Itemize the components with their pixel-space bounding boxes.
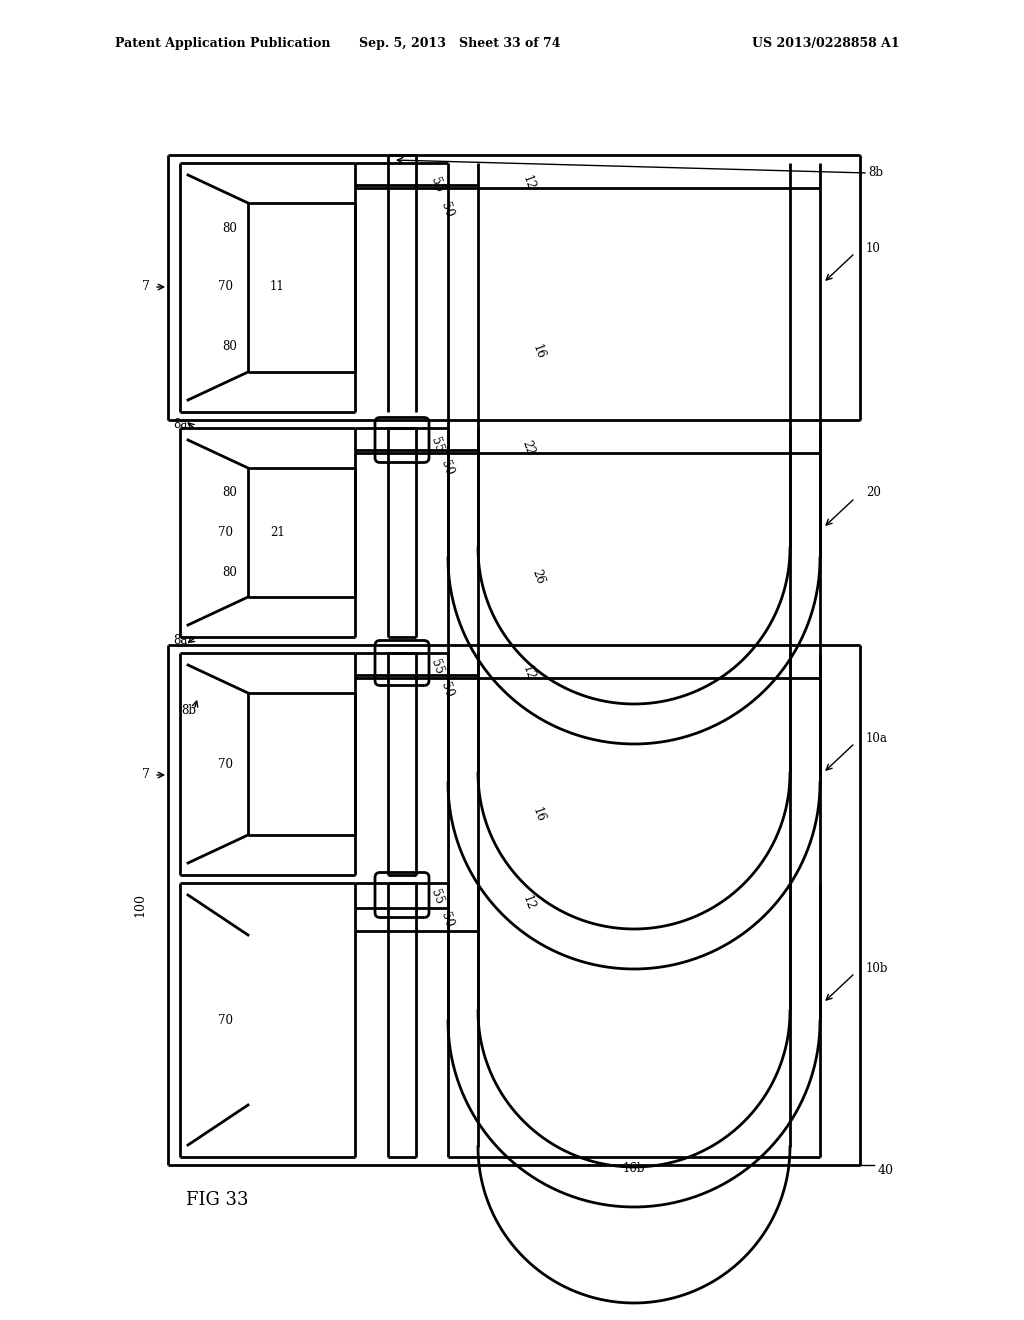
Text: 22: 22 (519, 438, 537, 457)
Text: 50: 50 (438, 681, 456, 700)
Text: 7: 7 (142, 281, 150, 293)
Text: 55: 55 (428, 436, 445, 454)
Text: 55: 55 (428, 176, 445, 194)
Text: 12: 12 (519, 174, 537, 193)
Text: 50: 50 (438, 911, 456, 929)
FancyBboxPatch shape (375, 417, 429, 462)
Text: 70: 70 (218, 525, 233, 539)
Text: 8a: 8a (173, 634, 187, 647)
FancyBboxPatch shape (375, 640, 429, 685)
Text: 100: 100 (133, 894, 146, 917)
Text: 80: 80 (222, 341, 237, 354)
Text: 70: 70 (218, 1014, 233, 1027)
Text: FIG 33: FIG 33 (186, 1191, 249, 1209)
Text: 80: 80 (222, 222, 237, 235)
Text: 7: 7 (142, 768, 150, 781)
Text: 40: 40 (878, 1163, 894, 1176)
Text: 12: 12 (519, 894, 537, 912)
Text: 16b: 16b (623, 1163, 645, 1176)
Text: 26: 26 (529, 568, 547, 586)
Text: 70: 70 (218, 281, 233, 293)
Text: Patent Application Publication: Patent Application Publication (115, 37, 331, 49)
Text: 8b: 8b (181, 704, 196, 717)
Text: 16: 16 (529, 343, 547, 362)
Text: 21: 21 (270, 525, 285, 539)
Text: 20: 20 (866, 487, 881, 499)
Text: 80: 80 (222, 487, 237, 499)
Text: 10b: 10b (866, 961, 889, 974)
Text: 55: 55 (428, 657, 445, 676)
Text: 12: 12 (519, 664, 537, 682)
Text: 11: 11 (270, 281, 285, 293)
Text: 8a: 8a (173, 418, 187, 432)
Text: 50: 50 (438, 459, 456, 478)
Text: 55: 55 (428, 888, 445, 907)
Text: Sep. 5, 2013   Sheet 33 of 74: Sep. 5, 2013 Sheet 33 of 74 (359, 37, 561, 49)
Text: 50: 50 (438, 201, 456, 219)
Text: 80: 80 (222, 565, 237, 578)
Text: 10: 10 (866, 242, 881, 255)
Text: 70: 70 (218, 758, 233, 771)
Text: US 2013/0228858 A1: US 2013/0228858 A1 (753, 37, 900, 49)
Text: 16: 16 (529, 805, 547, 824)
FancyBboxPatch shape (375, 873, 429, 917)
Text: 10a: 10a (866, 731, 888, 744)
Text: 8b: 8b (868, 166, 883, 180)
